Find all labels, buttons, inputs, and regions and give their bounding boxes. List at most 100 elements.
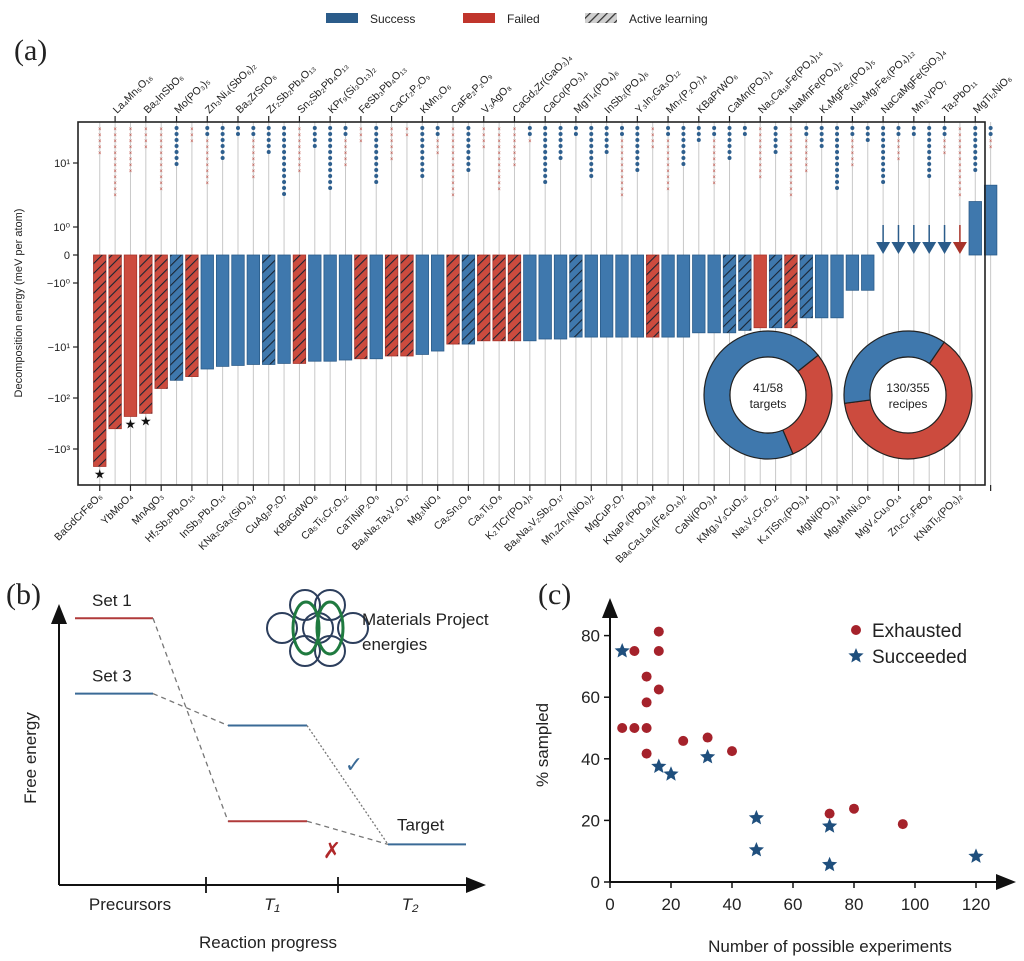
success-recipe-marker [835,138,840,142]
y-tick-label: 10⁰ [53,222,70,234]
failed-recipe-marker: × [958,163,962,169]
success-recipe-marker [773,138,778,142]
success-recipe-marker [988,132,993,136]
free-energy-diagram: Precursors T₁ T₂ Reaction progress Free … [21,589,489,952]
success-recipe-marker [850,132,855,136]
exhausted-point [653,626,664,637]
failed-recipe-marker: × [436,145,440,151]
failed-recipe-marker: × [359,127,363,133]
failed-recipe-marker: × [405,133,409,139]
success-recipe-marker [773,150,778,154]
failed-recipe-marker: × [897,151,901,157]
success-recipe-marker [589,126,594,130]
failed-recipe-marker: × [851,151,855,157]
unstable-arrow-head [937,242,952,254]
failed-recipe-marker: × [482,133,486,139]
success-recipe-marker [251,132,256,136]
success-recipe-marker [742,132,747,136]
bar-active-learning-hatch [93,255,106,467]
failed-recipe-marker: × [497,133,501,139]
success-recipe-marker [374,126,379,130]
failed-recipe-marker: × [666,163,670,169]
failed-recipe-marker: × [451,157,455,163]
failed-recipe-marker: × [712,181,716,187]
y-tick-label: −10¹ [48,342,71,354]
panel-label-b: (b) [6,578,41,611]
failed-recipe-marker: × [252,145,256,151]
legend-swatch-failed [463,13,495,23]
success-recipe-marker [881,168,886,172]
success-recipe-marker [174,162,179,166]
bottom-target-label: YbMoO₄ [99,491,136,528]
failed-recipe-marker: × [958,181,962,187]
success-recipe-marker [896,126,901,130]
logo-ring [266,612,298,644]
failed-recipe-marker: × [620,169,624,175]
y-tick-label: 20 [581,811,600,830]
success-recipe-marker [282,150,287,154]
x-tick-label: 80 [845,895,864,914]
bar-success [983,184,998,256]
success-recipe-marker [558,156,563,160]
success-recipe-marker [727,132,732,136]
exhausted-point [641,748,652,759]
success-recipe-marker [466,156,471,160]
success-recipe-marker [881,156,886,160]
success-recipe-marker [835,162,840,166]
unstable-arrow-head [906,242,921,254]
success-recipe-marker [328,162,333,166]
success-recipe-marker [174,138,179,142]
bar-success [431,254,445,352]
success-recipe-marker [558,144,563,148]
failed-recipe-marker: × [159,163,163,169]
success-recipe-marker [420,162,425,166]
success-recipe-marker [205,126,210,130]
success-recipe-marker [543,138,548,142]
success-recipe-marker [282,192,287,196]
success-recipe-marker [328,150,333,154]
failed-recipe-marker: × [513,133,517,139]
success-recipe-marker [604,138,609,142]
success-recipe-marker [927,132,932,136]
success-recipe-marker [220,138,225,142]
success-recipe-marker [328,126,333,130]
exhausted-point [653,646,664,656]
failed-recipe-marker: × [789,133,793,139]
succeeded-point [968,848,984,863]
bar-active-learning-hatch [492,255,506,341]
success-recipe-marker [881,180,886,184]
success-recipe-marker [312,138,317,142]
success-recipe-marker [742,126,747,130]
success-recipe-marker [635,126,640,130]
bar-active-learning-hatch [170,255,183,381]
bar-active-learning-hatch [354,255,368,359]
failed-recipe-marker: × [789,193,793,199]
failed-recipe-marker: × [758,163,762,169]
success-recipe-marker [881,144,886,148]
legend-label-succeeded: Succeeded [872,647,967,668]
success-recipe-marker [619,126,624,130]
x-tick-label: 100 [901,895,929,914]
success-recipe-marker [835,174,840,178]
failed-recipe-marker: × [144,139,148,145]
failed-recipe-marker: × [451,169,455,175]
failed-recipe-marker: × [620,145,624,151]
success-recipe-marker [927,138,932,142]
failed-recipe-marker: × [620,175,624,181]
success-recipe-marker [174,144,179,148]
success-recipe-marker [420,174,425,178]
bar-failed [753,254,767,329]
failed-recipe-marker: × [159,169,163,175]
failed-recipe-marker: × [789,139,793,145]
logo-caption-line1: Materials Project [362,610,489,629]
energy-levels: Set 1 Set 3 Target ✓ ✗ [75,591,466,863]
success-recipe-marker [927,162,932,166]
exhausted-point [629,723,640,733]
failed-recipe-marker: × [958,139,962,145]
exhausted-point [629,646,640,656]
success-recipe-marker [896,132,901,136]
failed-recipe-marker: × [620,139,624,145]
success-recipe-marker [420,150,425,154]
success-recipe-marker [466,150,471,154]
success-recipe-marker [850,126,855,130]
